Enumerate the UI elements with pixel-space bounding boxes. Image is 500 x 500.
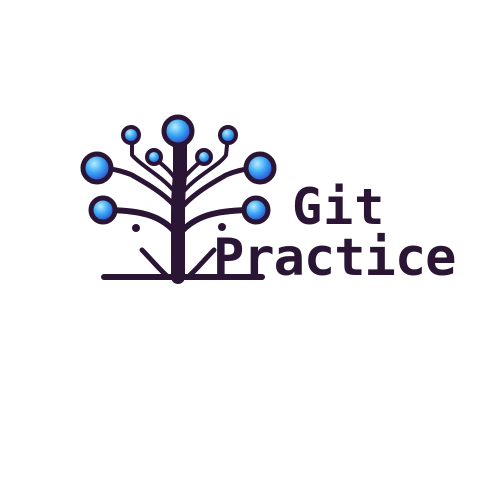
node-inner-left — [145, 148, 163, 166]
node-upper-left — [121, 125, 141, 145]
node-mid-right — [243, 151, 277, 185]
tree-nodes — [80, 114, 277, 225]
node-inner-right — [195, 148, 213, 166]
node-upper-right — [218, 125, 238, 145]
tree-branches — [95, 134, 265, 284]
tree-decor-dots — [132, 223, 226, 232]
node-mid-left — [80, 151, 114, 185]
node-top — [161, 114, 195, 148]
node-low-left — [88, 195, 118, 225]
node-low-right — [241, 195, 271, 225]
